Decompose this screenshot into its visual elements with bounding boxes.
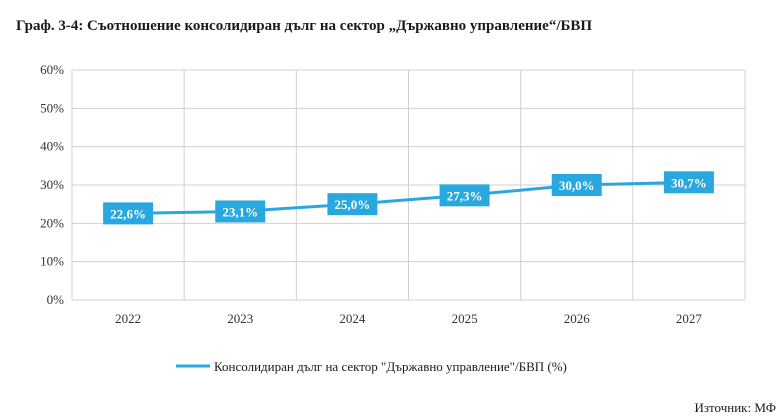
data-label-box (551, 174, 602, 196)
y-tick-label: 60% (40, 62, 64, 77)
data-label-box (439, 184, 490, 207)
y-tick-label: 20% (40, 215, 64, 230)
y-tick-label: 30% (40, 177, 64, 192)
data-label: 27,3% (447, 188, 483, 203)
y-tick-label: 40% (40, 139, 64, 154)
source-note: Източник: МФ (694, 400, 777, 415)
y-tick-label: 0% (47, 292, 65, 307)
x-tick-label: 2027 (676, 311, 703, 326)
data-label-box (103, 202, 154, 225)
chart-title: Граф. 3-4: Съотношение консолидиран дълг… (16, 18, 593, 34)
legend-label: Консолидиран дълг на сектор "Държавно уп… (214, 359, 567, 374)
data-label-box (327, 193, 378, 216)
y-tick-label: 10% (40, 254, 64, 269)
x-tick-label: 2022 (115, 311, 141, 326)
x-tick-label: 2026 (564, 311, 591, 326)
data-label: 22,6% (110, 206, 146, 221)
data-label-box (215, 200, 266, 223)
data-label: 30,0% (559, 178, 595, 193)
x-tick-label: 2023 (227, 311, 253, 326)
y-tick-label: 50% (40, 100, 64, 115)
x-tick-label: 2025 (452, 311, 478, 326)
x-tick-label: 2024 (339, 311, 366, 326)
data-label-box (663, 171, 714, 194)
data-label: 30,7% (671, 175, 707, 190)
data-label: 23,1% (222, 204, 258, 219)
data-label: 25,0% (335, 197, 371, 212)
